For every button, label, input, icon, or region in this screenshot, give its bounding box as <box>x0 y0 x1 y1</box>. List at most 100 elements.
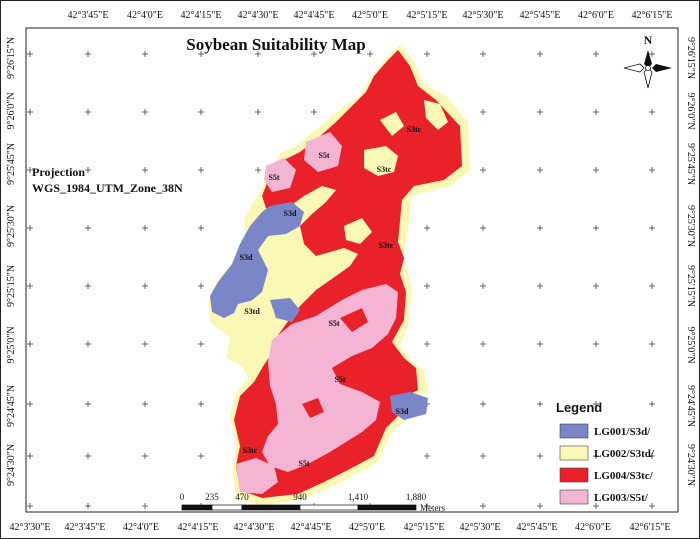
legend-swatch <box>559 467 589 483</box>
scale-tick-label: 1,410 <box>348 492 369 502</box>
right-tick-label: 9°25'0"N <box>685 326 696 363</box>
zone-label: S3d <box>396 407 409 416</box>
scale-unit-label: Meters <box>420 503 445 513</box>
zone-label: S5t <box>328 319 339 328</box>
bottom-tick-label: 42°5'30"E <box>460 522 501 533</box>
scale-tick-label: 0 <box>180 492 185 502</box>
zone-s3d-east <box>390 392 428 420</box>
zone-s5t-southwest <box>236 458 278 494</box>
bottom-tick-label: 42°5'0"E <box>349 522 385 533</box>
zone-label: S5t <box>334 375 345 384</box>
bottom-tick-label: 42°4'15"E <box>178 522 219 533</box>
left-tick-label: 9°24'30"N <box>6 444 17 486</box>
right-tick-label: 9°26'15"N <box>685 37 696 79</box>
bottom-tick-label: 42°4'45"E <box>291 522 332 533</box>
bottom-tick-label: 42°6'15"E <box>630 522 671 533</box>
scale-tick-label: 940 <box>293 492 307 502</box>
bottom-tick-label: 42°5'45"E <box>517 522 558 533</box>
top-tick-label: 42°4'15"E <box>181 10 222 21</box>
top-tick-label: 42°3'45"E <box>68 10 109 21</box>
right-tick-label: 9°24'30"N <box>685 444 696 486</box>
scale-bar-segment <box>241 504 301 511</box>
right-tick-label: 9°26'0"N <box>685 92 696 129</box>
zone-s3tc-inner-2 <box>302 398 324 418</box>
scale-bar-segment <box>299 504 359 511</box>
zone-label: S3d <box>284 209 297 218</box>
zone-s5t-upper-2 <box>264 158 296 192</box>
zone-label: S3td <box>244 307 260 316</box>
legend-swatch <box>559 423 589 439</box>
zone-labels: S3tc S5t S3tc S5t S3d S3tc S3d S3td S5t S5t S3d S3t… <box>240 125 422 468</box>
scale-tick-label: 470 <box>235 492 249 502</box>
zone-s3d-south <box>270 298 300 322</box>
north-arrow-icon: N <box>623 33 672 89</box>
scale-bar-segment <box>181 504 213 511</box>
legend-item-label: LG004/S3tc/ <box>594 470 654 482</box>
zone-s5t-upper-1 <box>304 132 342 172</box>
zone-s3tc-inner-1 <box>340 308 368 332</box>
legend: Legend LG001/S3d/LG002/S3td/LG004/S3tc/L… <box>556 400 655 505</box>
zone-label: S5t <box>298 459 309 468</box>
zone-s3td-west <box>230 298 274 340</box>
zone-label: S3tc <box>377 165 392 174</box>
left-tick-label: 9°26'0"N <box>6 92 17 129</box>
zone-s3td-patch-2 <box>424 100 448 130</box>
legend-item-label: LG003/S5t/ <box>594 492 649 504</box>
top-tick-label: 42°4'0"E <box>127 10 163 21</box>
zone-s3td-patch-4 <box>380 112 404 136</box>
bottom-tick-label: 42°5'15"E <box>404 522 445 533</box>
left-tick-label: 9°25'0"N <box>6 326 17 363</box>
bottom-tick-label: 42°6'0"E <box>575 522 611 533</box>
zone-s3td-patch-1 <box>364 146 398 176</box>
legend-item-label: LG002/S3td/ <box>594 448 655 460</box>
right-tick-label: 9°25'30"N <box>685 205 696 247</box>
legend-item-label: LG001/S3d/ <box>594 426 651 438</box>
scale-tick-label: 235 <box>205 492 219 502</box>
top-tick-label: 42°4'45"E <box>294 10 335 21</box>
scale-tick-label: 1,880 <box>406 492 427 502</box>
bottom-tick-label: 42°4'30"E <box>234 522 275 533</box>
legend-title: Legend <box>556 400 602 415</box>
zone-s5t-south <box>282 418 316 452</box>
right-tick-label: 9°25'15"N <box>685 265 696 307</box>
map-title: Soybean Suitability Map <box>186 35 366 54</box>
bottom-tick-label: 42°3'30"E <box>10 522 51 533</box>
left-tick-label: 9°25'45"N <box>6 143 17 185</box>
top-tick-label: 42°5'15"E <box>407 10 448 21</box>
top-longitude-ticks: 42°3'45"E 42°4'0"E 42°4'15"E 42°4'30"E 42°4'… <box>68 10 673 21</box>
left-latitude-ticks: 9°26'15"N 9°26'0"N 9°25'45"N 9°25'30"N 9°25'… <box>6 37 17 486</box>
zone-s3td-patch-3 <box>344 218 372 244</box>
projection-name: WGS_1984_UTM_Zone_38N <box>32 181 183 195</box>
zone-label: S3tc <box>379 241 394 250</box>
bottom-longitude-ticks: 42°3'30"E 42°3'45"E 42°4'0"E 42°4'15"E 42°4'… <box>10 522 671 533</box>
legend-swatch <box>559 445 589 461</box>
projection-heading: Projection <box>32 165 85 179</box>
zone-label: S5t <box>268 173 279 182</box>
top-tick-label: 42°4'30"E <box>238 10 279 21</box>
left-tick-label: 9°26'15"N <box>6 37 17 79</box>
top-tick-label: 42°6'15"E <box>632 10 673 21</box>
top-tick-label: 42°5'30"E <box>463 10 504 21</box>
top-tick-label: 42°5'45"E <box>520 10 561 21</box>
zone-s3d-west <box>210 202 304 318</box>
zone-label: S5t <box>318 151 329 160</box>
scale-bar-segment <box>211 504 243 511</box>
zone-label: S3d <box>240 253 253 262</box>
svg-text:N: N <box>644 33 653 47</box>
bottom-tick-label: 42°3'45"E <box>65 522 106 533</box>
left-tick-label: 9°25'15"N <box>6 265 17 307</box>
scale-bar-segment <box>357 504 417 511</box>
left-tick-label: 9°24'45"N <box>6 385 17 427</box>
right-tick-label: 9°24'45"N <box>685 385 696 427</box>
legend-swatch <box>559 489 589 505</box>
top-tick-label: 42°6'0"E <box>578 10 614 21</box>
left-tick-label: 9°25'30"N <box>6 205 17 247</box>
right-latitude-ticks: 9°26'15"N 9°26'0"N 9°25'45"N 9°25'30"N 9°25'… <box>685 37 696 486</box>
right-tick-label: 9°25'45"N <box>685 143 696 185</box>
top-tick-label: 42°5'0"E <box>352 10 388 21</box>
suitability-zones <box>208 44 470 506</box>
zone-label: S3tc <box>243 446 258 455</box>
bottom-tick-label: 42°4'0"E <box>123 522 159 533</box>
